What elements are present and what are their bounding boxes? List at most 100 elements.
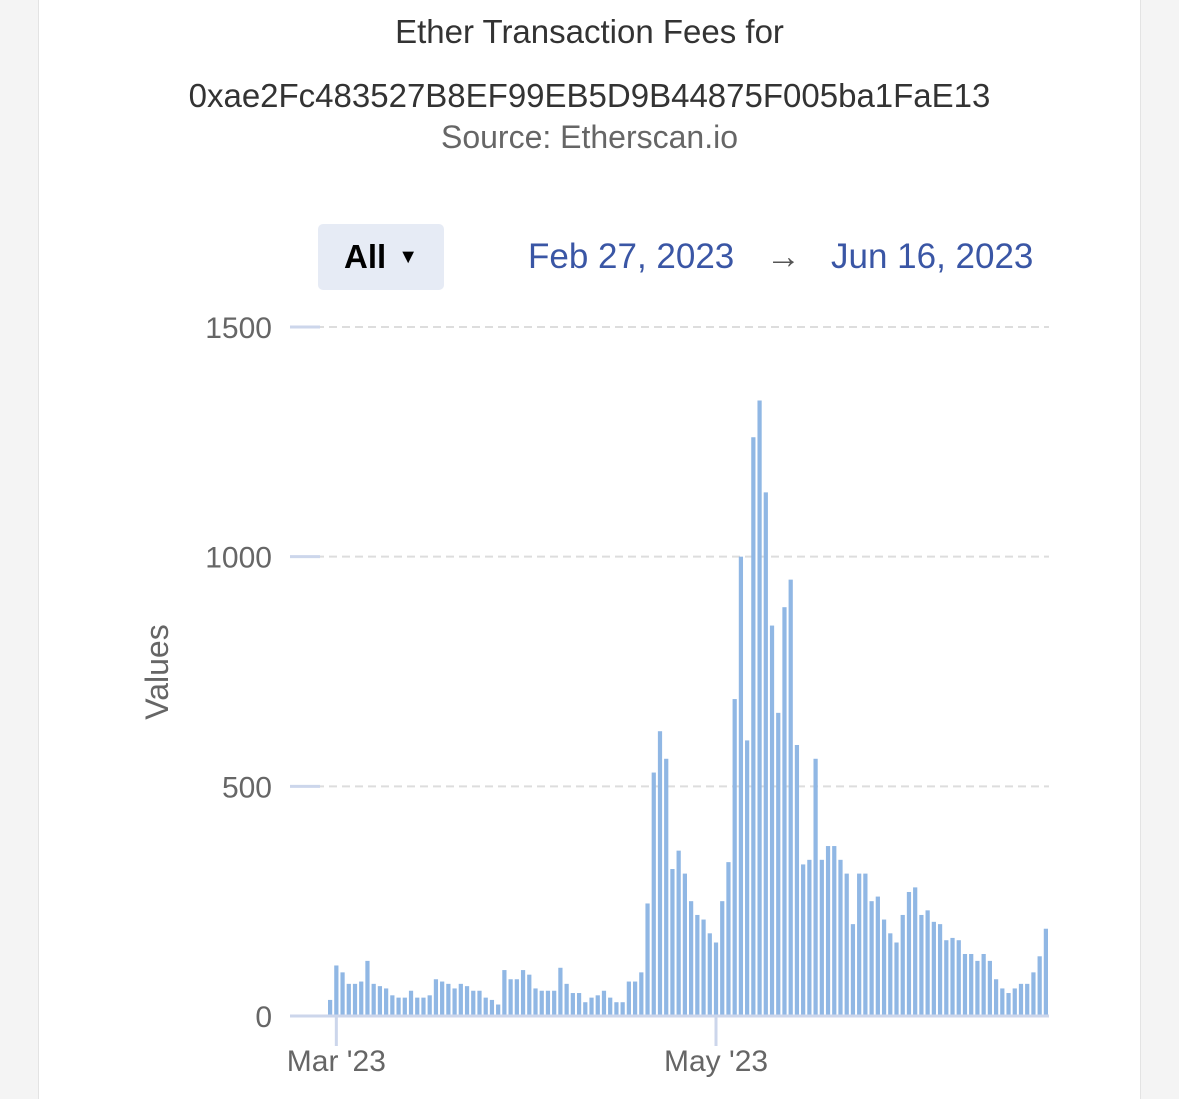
y-tick-label: 1000 xyxy=(205,542,272,575)
y-tick-label: 1500 xyxy=(205,312,272,345)
arrow-right-icon: → xyxy=(766,237,801,276)
bar xyxy=(757,400,762,1016)
caret-down-icon: ▼ xyxy=(398,245,418,268)
bar xyxy=(1043,928,1048,1016)
bar xyxy=(726,862,731,1016)
bar xyxy=(962,953,968,1016)
bar xyxy=(483,997,488,1016)
bar xyxy=(695,914,700,1016)
bar xyxy=(402,997,407,1016)
bar xyxy=(508,979,513,1016)
bar xyxy=(651,772,656,1016)
bar xyxy=(415,997,420,1016)
bar xyxy=(620,1002,625,1016)
chart-card xyxy=(38,0,1141,1099)
bar xyxy=(682,873,687,1016)
bar xyxy=(676,850,681,1016)
bar xyxy=(825,846,831,1016)
bar xyxy=(533,988,538,1016)
bar xyxy=(1012,988,1017,1016)
bar xyxy=(464,986,470,1016)
bar xyxy=(838,859,843,1016)
bar xyxy=(328,999,333,1016)
chart-title-line-2: 0xae2Fc483527B8EF99EB5D9B44875F005ba1FaE… xyxy=(188,77,991,114)
bar xyxy=(807,859,812,1016)
range-selector-button[interactable]: All ▼ xyxy=(318,224,444,290)
bar xyxy=(595,995,600,1016)
bar xyxy=(471,990,476,1016)
bar xyxy=(738,556,744,1016)
bar xyxy=(440,981,445,1016)
range-selector-label: All xyxy=(344,238,387,275)
bar xyxy=(937,924,943,1016)
bar xyxy=(371,983,376,1016)
bar xyxy=(359,981,364,1016)
bar xyxy=(614,1002,619,1016)
bar xyxy=(689,901,694,1016)
bar xyxy=(987,960,992,1016)
x-tick-label: May '23 xyxy=(664,1045,768,1078)
bar xyxy=(433,979,439,1016)
bar xyxy=(632,981,638,1016)
bar xyxy=(745,740,750,1016)
bar xyxy=(545,990,551,1016)
bar xyxy=(570,993,575,1016)
bar xyxy=(1025,983,1030,1016)
bar xyxy=(857,873,862,1016)
bar xyxy=(421,997,426,1016)
bar xyxy=(552,990,557,1016)
bar xyxy=(384,988,389,1016)
bar xyxy=(850,924,856,1016)
bar xyxy=(352,983,358,1016)
bar xyxy=(1031,972,1036,1016)
x-tick-label: Mar '23 xyxy=(287,1045,386,1078)
bar xyxy=(477,990,482,1016)
bar xyxy=(645,903,650,1016)
bar xyxy=(502,970,507,1016)
bar xyxy=(713,942,719,1016)
bar xyxy=(975,960,980,1016)
bar xyxy=(919,914,924,1016)
bar xyxy=(657,731,663,1016)
bar xyxy=(458,983,463,1016)
bar xyxy=(788,579,793,1016)
bar xyxy=(427,995,432,1016)
bar xyxy=(732,699,737,1016)
bar xyxy=(913,887,918,1016)
bar xyxy=(763,492,768,1016)
bar xyxy=(346,983,351,1016)
bar xyxy=(601,990,607,1016)
bar xyxy=(340,972,345,1016)
bar xyxy=(583,1002,588,1016)
bar xyxy=(670,869,675,1016)
bar xyxy=(564,983,569,1016)
bar xyxy=(334,965,339,1016)
bar xyxy=(981,953,986,1016)
bar xyxy=(1000,988,1005,1016)
y-tick-label: 500 xyxy=(222,771,272,804)
bar xyxy=(527,974,532,1016)
bar xyxy=(894,942,899,1016)
bar xyxy=(956,940,961,1016)
bar xyxy=(906,891,912,1016)
bar xyxy=(446,983,451,1016)
bar xyxy=(1018,983,1024,1016)
bar xyxy=(875,896,880,1016)
bar xyxy=(993,979,999,1016)
bar xyxy=(707,933,712,1016)
y-axis-title: Values xyxy=(139,624,175,719)
bar xyxy=(819,859,824,1016)
bar xyxy=(626,981,631,1016)
bar xyxy=(813,758,818,1016)
date-to[interactable]: Jun 16, 2023 xyxy=(831,237,1034,276)
bar xyxy=(801,864,806,1016)
bar xyxy=(769,625,775,1016)
bar xyxy=(888,933,893,1016)
bar xyxy=(377,986,383,1016)
bar xyxy=(365,960,370,1016)
bar xyxy=(639,972,644,1016)
bar xyxy=(950,937,955,1016)
bar xyxy=(390,995,395,1016)
date-from[interactable]: Feb 27, 2023 xyxy=(528,237,735,276)
bar xyxy=(1006,993,1011,1016)
